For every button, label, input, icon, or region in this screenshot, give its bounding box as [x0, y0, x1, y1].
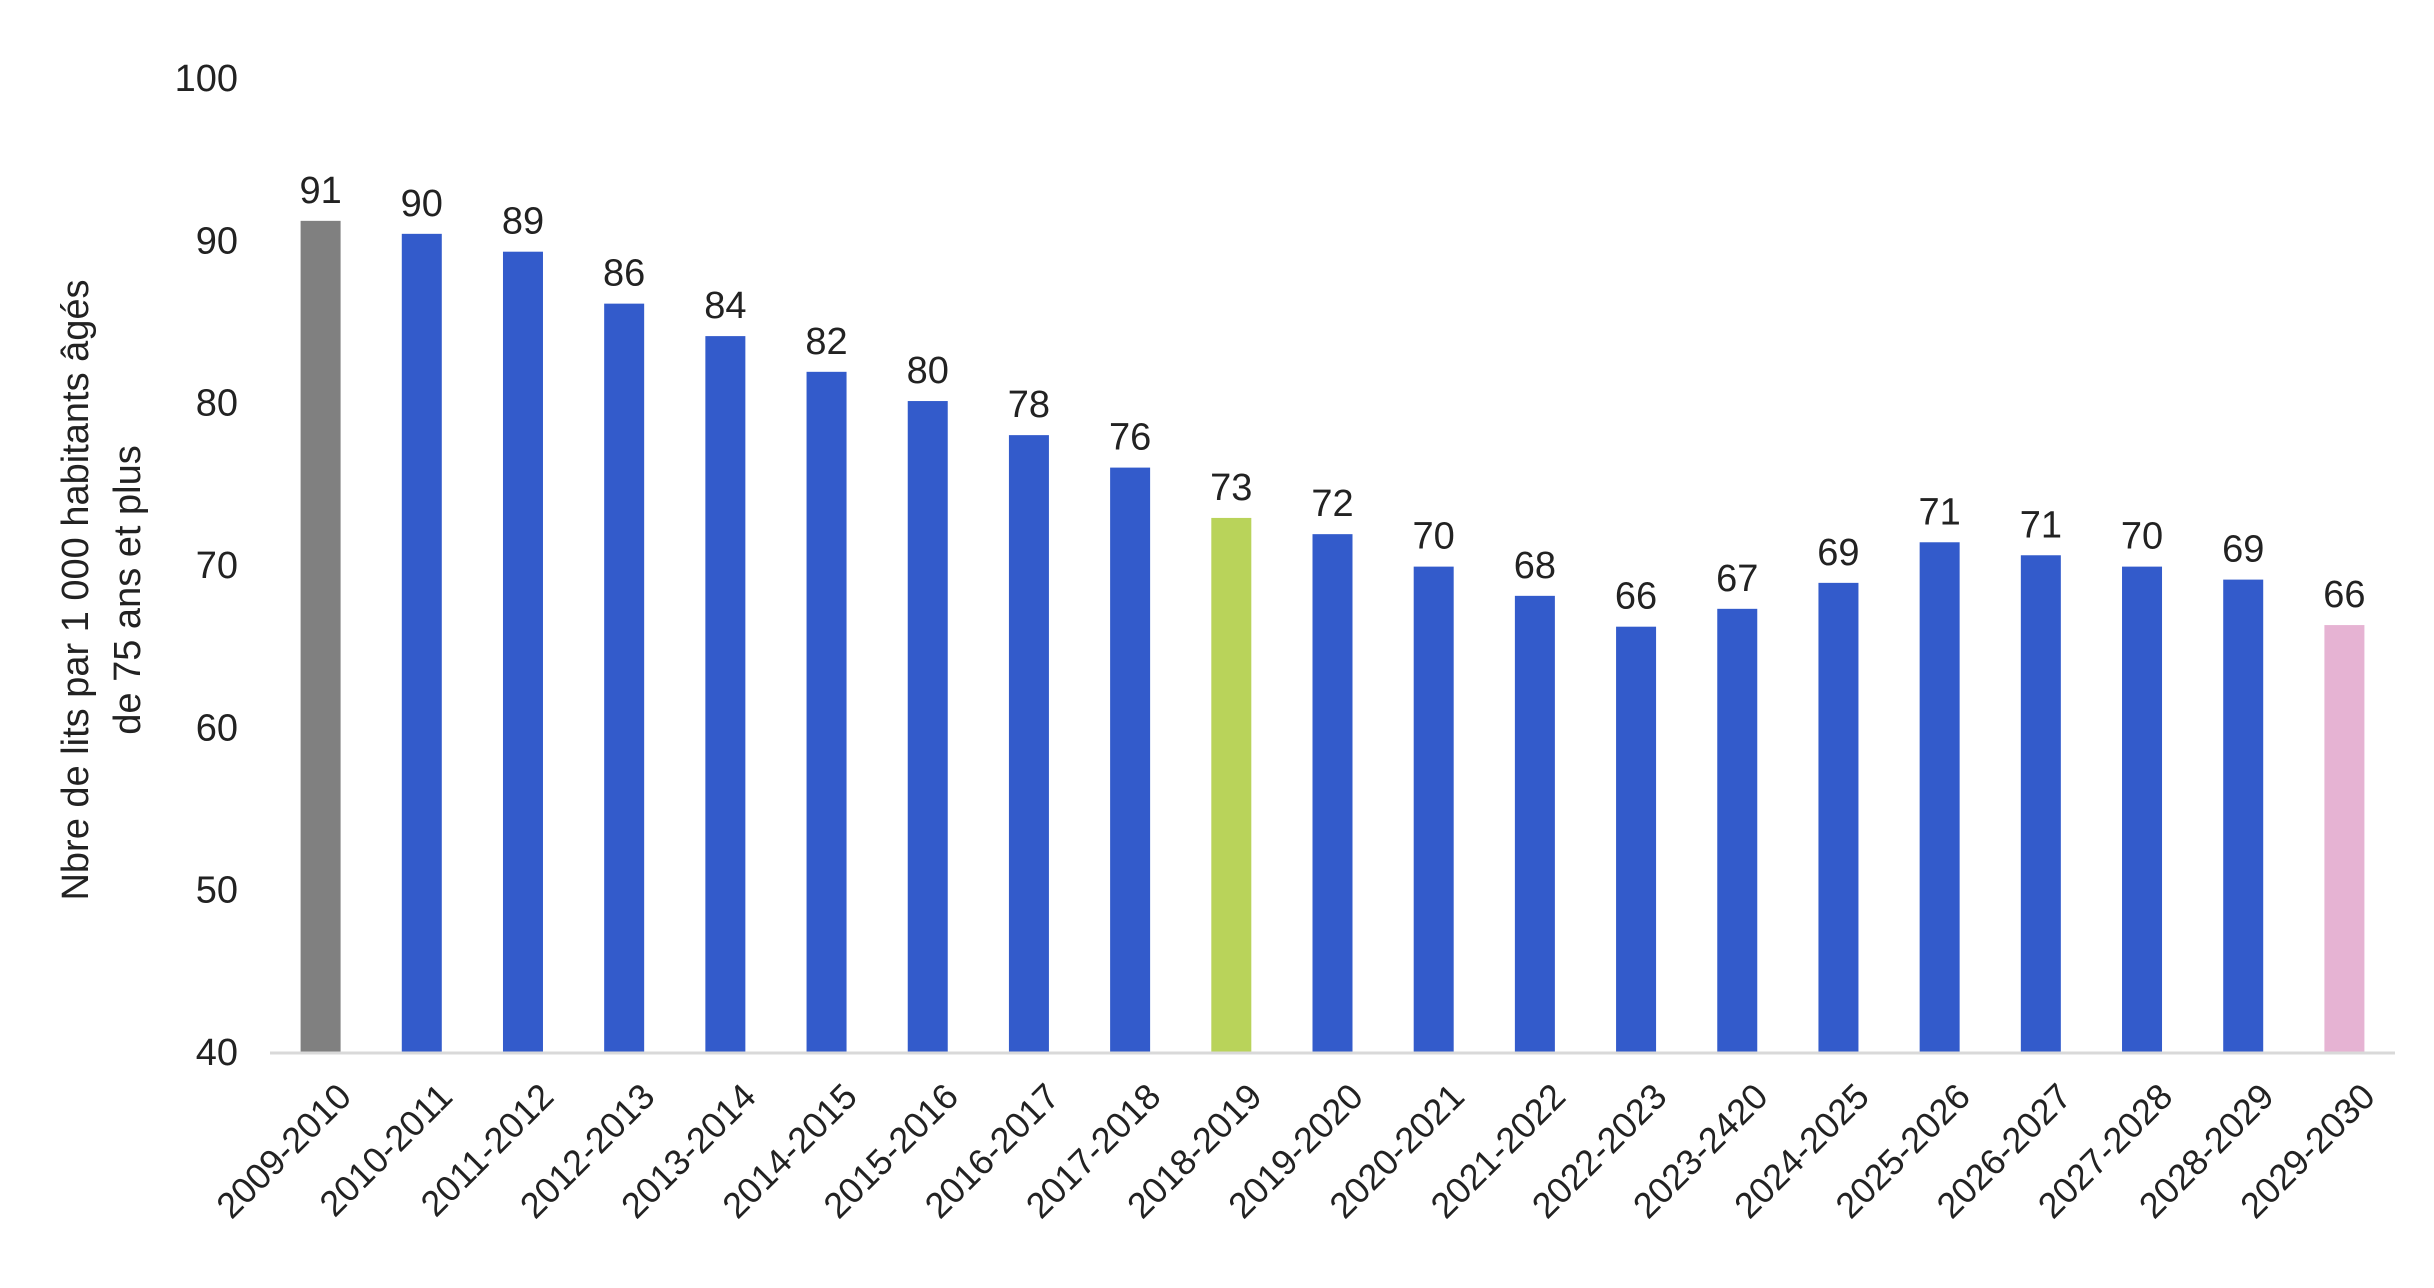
bar — [907, 401, 948, 1052]
bar — [1312, 534, 1353, 1052]
bar — [1717, 608, 1758, 1052]
y-tick-label: 90 — [196, 220, 238, 262]
bar — [1110, 467, 1151, 1053]
data-label: 68 — [1514, 545, 1556, 587]
bars — [300, 220, 2365, 1053]
data-label: 86 — [603, 253, 645, 295]
data-label: 82 — [805, 321, 847, 363]
bar — [1514, 595, 1555, 1052]
data-label: 91 — [299, 170, 341, 212]
bar — [300, 220, 341, 1052]
bar — [1008, 435, 1049, 1053]
data-label: 70 — [2121, 516, 2163, 558]
bar — [1919, 542, 1960, 1052]
y-axis-ticks: 40 50 60 70 80 90 100 — [175, 58, 238, 1074]
bar — [806, 371, 847, 1052]
data-label: 69 — [2222, 529, 2264, 571]
data-label: 78 — [1008, 384, 1050, 426]
data-label: 84 — [704, 285, 746, 327]
data-label: 89 — [502, 201, 544, 243]
bar — [502, 251, 543, 1053]
data-label: 66 — [1615, 576, 1657, 618]
data-label: 73 — [1210, 467, 1252, 509]
bar — [2020, 555, 2061, 1052]
bar — [1211, 517, 1252, 1052]
bar — [604, 303, 645, 1053]
y-axis-title-line-2: de 75 ans et plus — [107, 445, 149, 734]
y-tick-label: 100 — [175, 58, 238, 100]
bar — [1818, 582, 1859, 1052]
bar — [1616, 626, 1657, 1052]
bar — [2122, 566, 2163, 1052]
data-label: 76 — [1109, 417, 1151, 459]
data-labels: 91 90 89 86 84 82 80 78 76 73 72 70 68 66 67 69 71 71 70 69… — [299, 170, 2365, 618]
data-label: 70 — [1413, 516, 1455, 558]
bar — [705, 336, 746, 1052]
bar — [2223, 579, 2264, 1052]
data-label: 66 — [2323, 574, 2365, 616]
x-axis-labels: 2009-20102010-20112011-20122012-20132013… — [208, 1075, 2383, 1226]
data-label: 90 — [401, 183, 443, 225]
data-label: 67 — [1716, 558, 1758, 600]
y-tick-label: 50 — [196, 870, 238, 912]
y-axis-title-line-1: Nbre de lits par 1 000 habitants âgés — [55, 279, 97, 900]
y-tick-label: 80 — [196, 383, 238, 425]
bar — [2324, 625, 2365, 1052]
bar — [401, 233, 442, 1053]
y-tick-label: 40 — [196, 1032, 238, 1074]
data-label: 71 — [2020, 504, 2062, 546]
y-tick-label: 70 — [196, 545, 238, 587]
data-label: 72 — [1311, 483, 1353, 525]
bar — [1413, 566, 1454, 1052]
y-axis-title: Nbre de lits par 1 000 habitants âgés de… — [55, 279, 149, 900]
data-label: 69 — [1817, 532, 1859, 574]
data-label: 71 — [1919, 491, 1961, 533]
y-tick-label: 60 — [196, 707, 238, 749]
data-label: 80 — [907, 350, 949, 392]
